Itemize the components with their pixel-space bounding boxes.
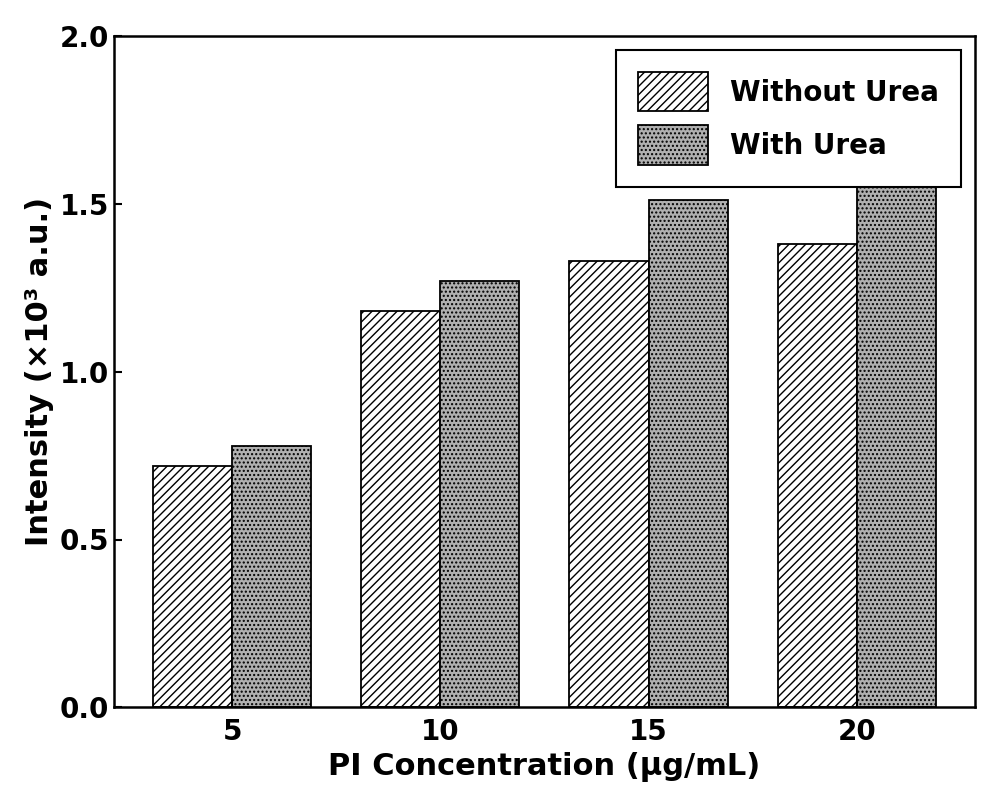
Bar [649,200,728,707]
X-axis label: PI Concentration (μg/mL): PI Concentration (μg/mL) [328,752,761,782]
Bar [153,466,232,707]
Legend: Without Urea, With Urea: Without Urea, With Urea [616,50,961,187]
Bar [440,281,519,707]
Bar [569,261,649,707]
Bar [857,161,936,707]
Bar [361,312,440,707]
Y-axis label: Intensity (×10³ a.u.): Intensity (×10³ a.u.) [25,197,54,546]
Bar [778,244,857,707]
Bar [232,445,311,707]
